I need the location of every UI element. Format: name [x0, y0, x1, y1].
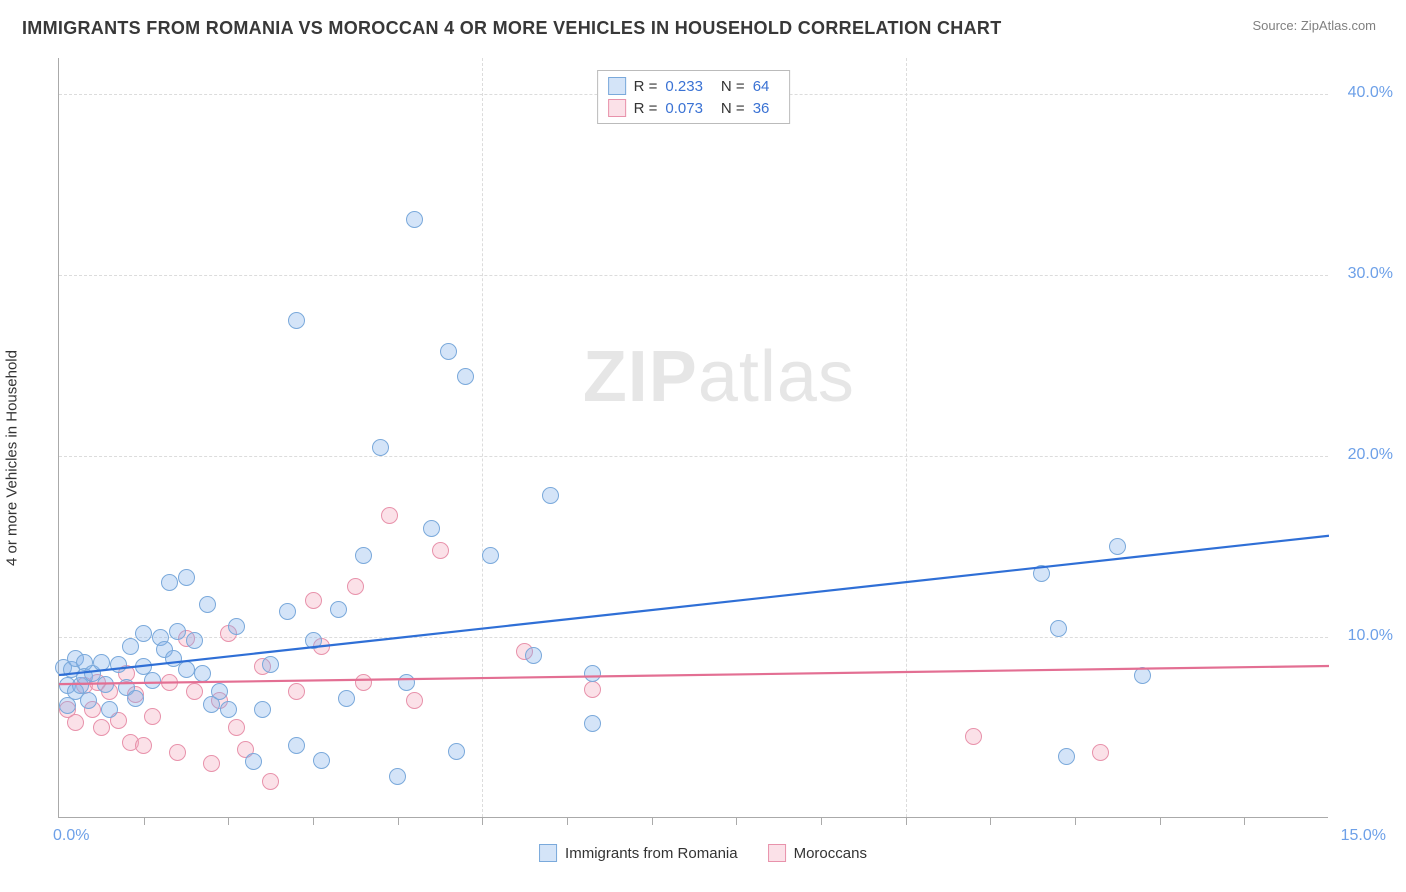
- correlation-legend: R = 0.233 N = 64 R = 0.073 N = 36: [597, 70, 791, 124]
- romania-n-value: 64: [753, 78, 770, 95]
- chart-title: IMMIGRANTS FROM ROMANIA VS MOROCCAN 4 OR…: [22, 18, 1002, 39]
- moroccans-swatch-bottom: [768, 844, 786, 862]
- legend-item-moroccans: Moroccans: [768, 844, 867, 862]
- y-axis-label: 4 or more Vehicles in Household: [4, 350, 21, 566]
- y-tick-label: 20.0%: [1348, 446, 1393, 464]
- legend-row-romania: R = 0.233 N = 64: [608, 75, 780, 97]
- y-tick-label: 30.0%: [1348, 265, 1393, 283]
- y-tick-label: 10.0%: [1348, 627, 1393, 645]
- x-tick: [567, 817, 568, 825]
- trend-line-romania: [59, 536, 1329, 675]
- x-tick: [144, 817, 145, 825]
- x-tick: [398, 817, 399, 825]
- moroccans-swatch: [608, 99, 626, 117]
- moroccans-r-value: 0.073: [665, 100, 703, 117]
- romania-swatch-bottom: [539, 844, 557, 862]
- x-tick: [990, 817, 991, 825]
- x-tick: [1244, 817, 1245, 825]
- romania-r-value: 0.233: [665, 78, 703, 95]
- series-legend: Immigrants from Romania Moroccans: [539, 844, 867, 862]
- legend-item-romania: Immigrants from Romania: [539, 844, 738, 862]
- moroccans-n-value: 36: [753, 100, 770, 117]
- x-tick: [1075, 817, 1076, 825]
- x-tick: [313, 817, 314, 825]
- trend-layer: [59, 58, 1329, 818]
- x-left-label: 0.0%: [53, 827, 89, 845]
- x-tick: [652, 817, 653, 825]
- source-attribution: Source: ZipAtlas.com: [1252, 18, 1376, 33]
- x-tick: [228, 817, 229, 825]
- x-right-label: 15.0%: [1341, 827, 1386, 845]
- y-tick-label: 40.0%: [1348, 84, 1393, 102]
- x-tick: [482, 817, 483, 825]
- plot-area: ZIPatlas R = 0.233 N = 64 R = 0.073 N = …: [58, 58, 1328, 818]
- x-tick: [736, 817, 737, 825]
- chart-container: 4 or more Vehicles in Household ZIPatlas…: [22, 48, 1384, 868]
- x-tick: [906, 817, 907, 825]
- romania-swatch: [608, 77, 626, 95]
- x-tick: [1160, 817, 1161, 825]
- x-tick: [821, 817, 822, 825]
- legend-row-moroccans: R = 0.073 N = 36: [608, 97, 780, 119]
- trend-line-moroccans: [59, 666, 1329, 684]
